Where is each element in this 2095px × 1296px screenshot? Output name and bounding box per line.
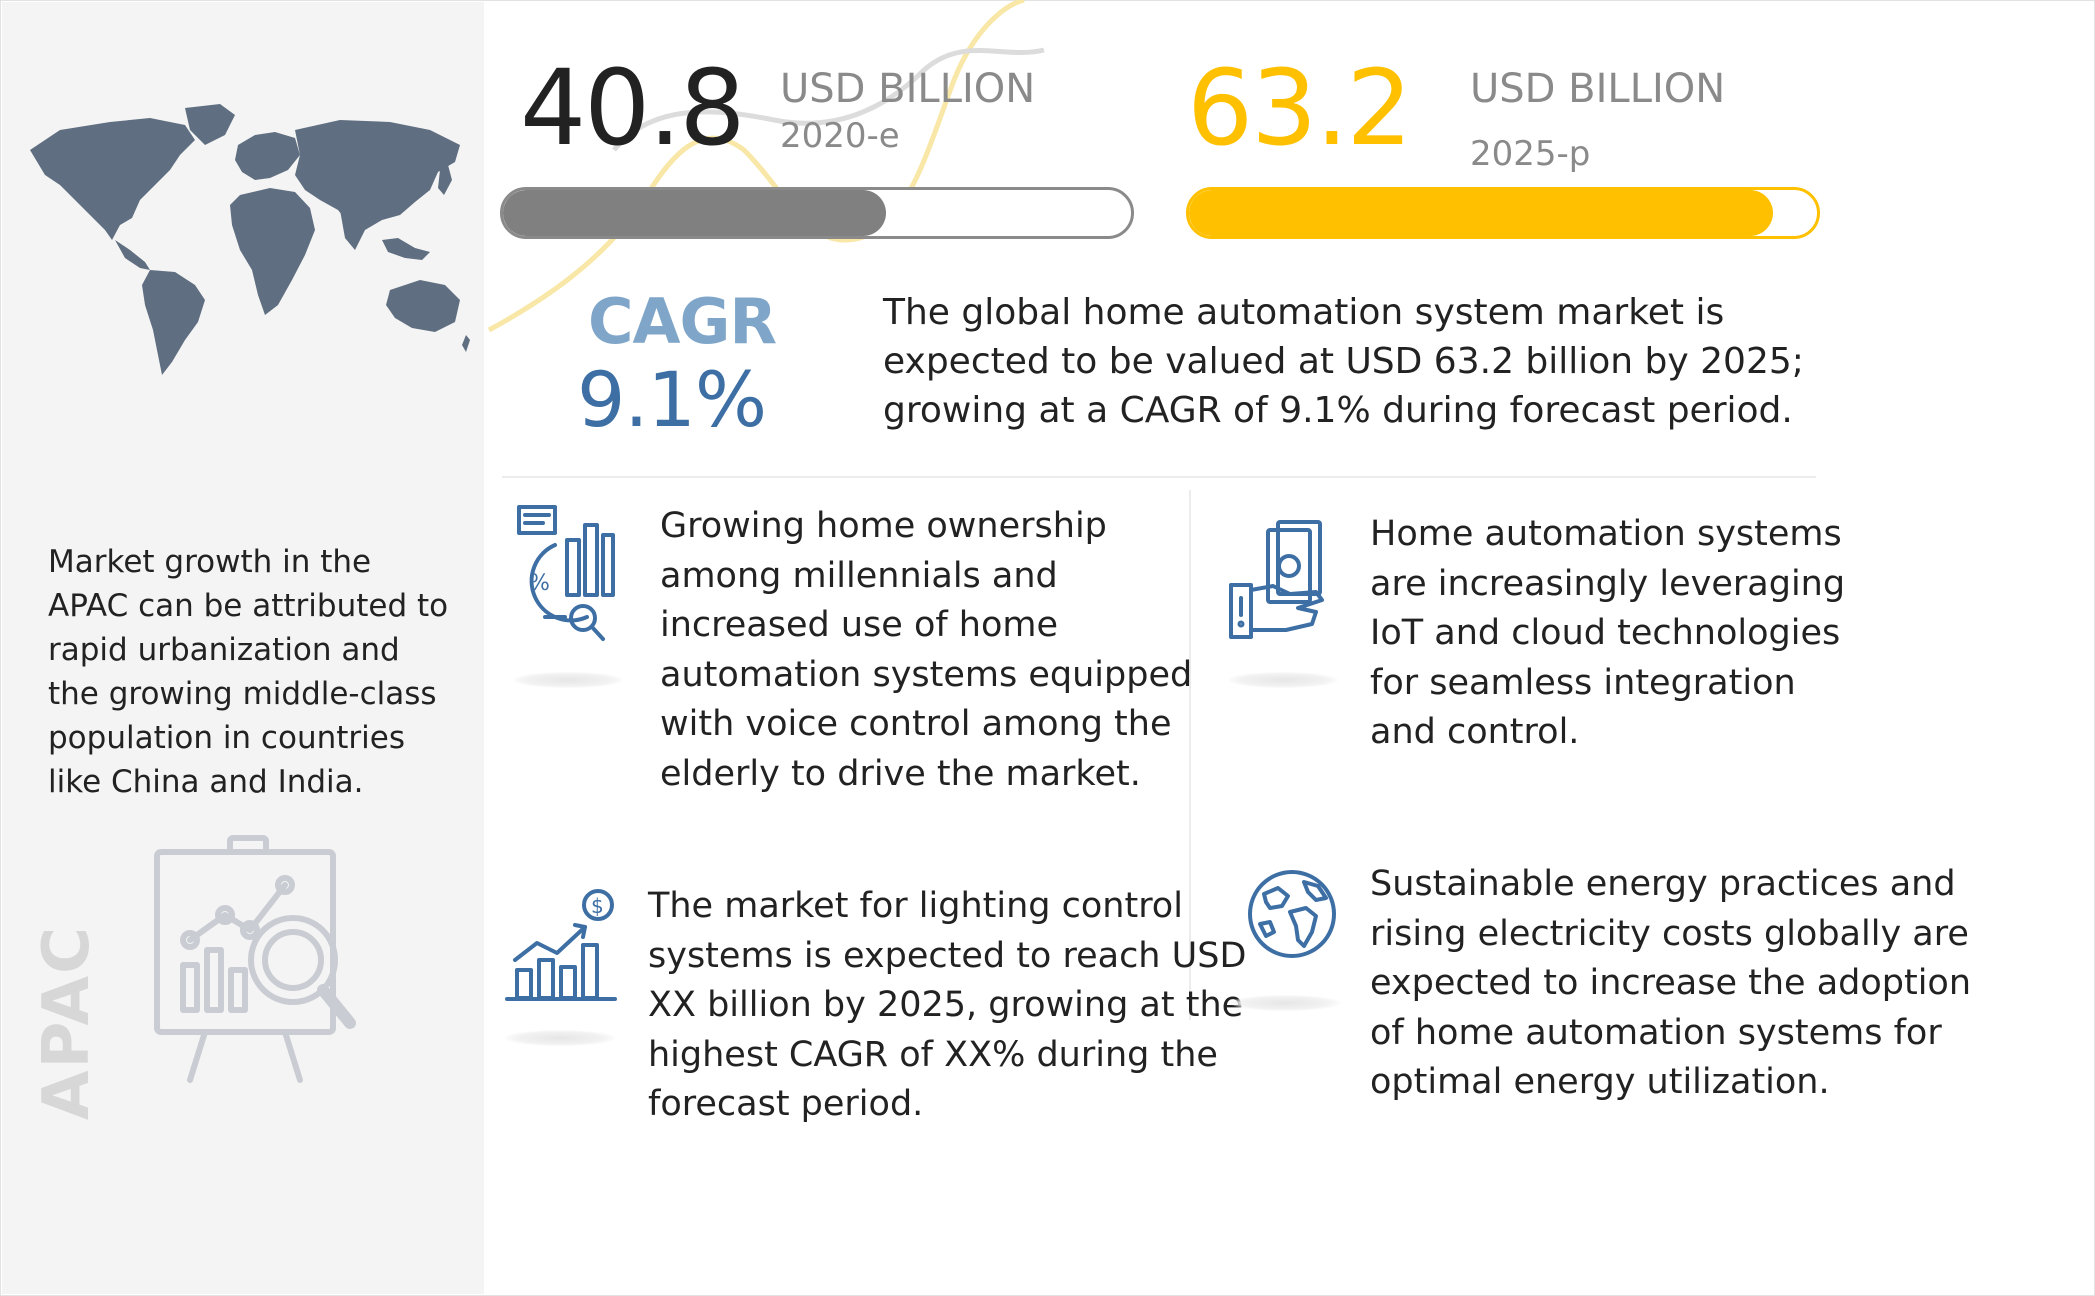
svg-text:$: $ <box>591 894 604 918</box>
world-map-icon <box>30 104 470 375</box>
icon-shadow <box>513 672 623 688</box>
cagr-label: CAGR <box>588 285 777 358</box>
cagr-value: 9.1% <box>577 355 767 444</box>
stat-2020-progress-bar <box>500 187 1134 239</box>
market-summary: The global home automation system market… <box>883 292 1804 431</box>
growth-chart-icon: $ <box>505 889 617 1001</box>
stat-2025-year: 2025-p <box>1470 134 1591 174</box>
stat-2020-year: 2020-e <box>780 116 900 156</box>
globe-icon <box>1248 870 1336 958</box>
growth-point-lighting: The market for lighting control systems … <box>648 886 1247 1124</box>
svg-text:%: % <box>529 571 550 596</box>
stat-2025-unit: USD BILLION <box>1470 66 1726 112</box>
stat-2020-unit: USD BILLION <box>780 66 1036 112</box>
region-label: APAC <box>30 924 104 1120</box>
stat-2025-value: 63.2 <box>1187 47 1413 169</box>
icon-shadow <box>505 1030 615 1046</box>
growth-point-ownership: Growing home ownership among millennials… <box>660 506 1193 794</box>
icon-shadow <box>1228 672 1338 688</box>
money-hand-icon <box>1229 520 1324 639</box>
stat-2025-progress-bar <box>1186 187 1820 239</box>
growth-point-iot: Home automation systems are increasingly… <box>1370 514 1846 752</box>
analytics-report-icon: % <box>517 505 615 641</box>
stat-2020-progress-fill <box>503 190 887 236</box>
region-description: Market growth in the APAC can be attribu… <box>48 544 449 800</box>
stat-2020-value: 40.8 <box>520 47 746 169</box>
icon-shadow <box>1230 995 1340 1011</box>
presentation-board-icon <box>154 835 356 1083</box>
growth-point-energy: Sustainable energy practices and rising … <box>1370 864 1972 1102</box>
stat-2025-progress-fill <box>1189 190 1774 236</box>
section-divider <box>502 476 1816 478</box>
column-divider <box>1189 490 1191 1020</box>
